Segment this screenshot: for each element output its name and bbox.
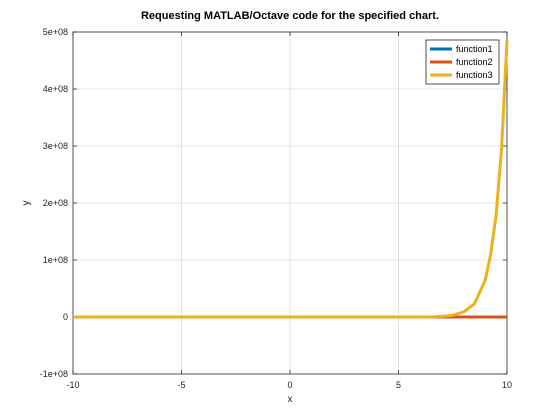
series-group [73, 40, 509, 319]
x-tick-label: 10 [502, 380, 512, 390]
y-tick-label: 5e+08 [43, 27, 68, 37]
x-tick-label: -10 [66, 380, 79, 390]
x-tick-label: 0 [287, 380, 292, 390]
legend: function1 function2 function3 [425, 39, 500, 85]
y-tick-label: -1e+08 [40, 369, 68, 379]
y-tick-label: 4e+08 [43, 84, 68, 94]
chart-title: Requesting MATLAB/Octave code for the sp… [141, 10, 439, 22]
y-axis-label: y [21, 201, 32, 206]
legend-label-function2: function2 [456, 57, 493, 67]
x-tick-label: -5 [177, 380, 185, 390]
x-axis-label: x [288, 394, 293, 405]
ticks: -10 -5 0 5 10 -1e+08 0 1e+08 2e+08 3e+08 4e+08 5e+0… [40, 27, 512, 390]
legend-label-function3: function3 [456, 70, 493, 80]
y-tick-label: 0 [63, 312, 68, 322]
y-tick-label: 1e+08 [43, 255, 68, 265]
legend-label-function1: function1 [456, 44, 493, 54]
y-tick-label: 2e+08 [43, 198, 68, 208]
y-tick-label: 3e+08 [43, 141, 68, 151]
series-line-function3 [73, 40, 509, 319]
x-tick-label: 5 [396, 380, 401, 390]
